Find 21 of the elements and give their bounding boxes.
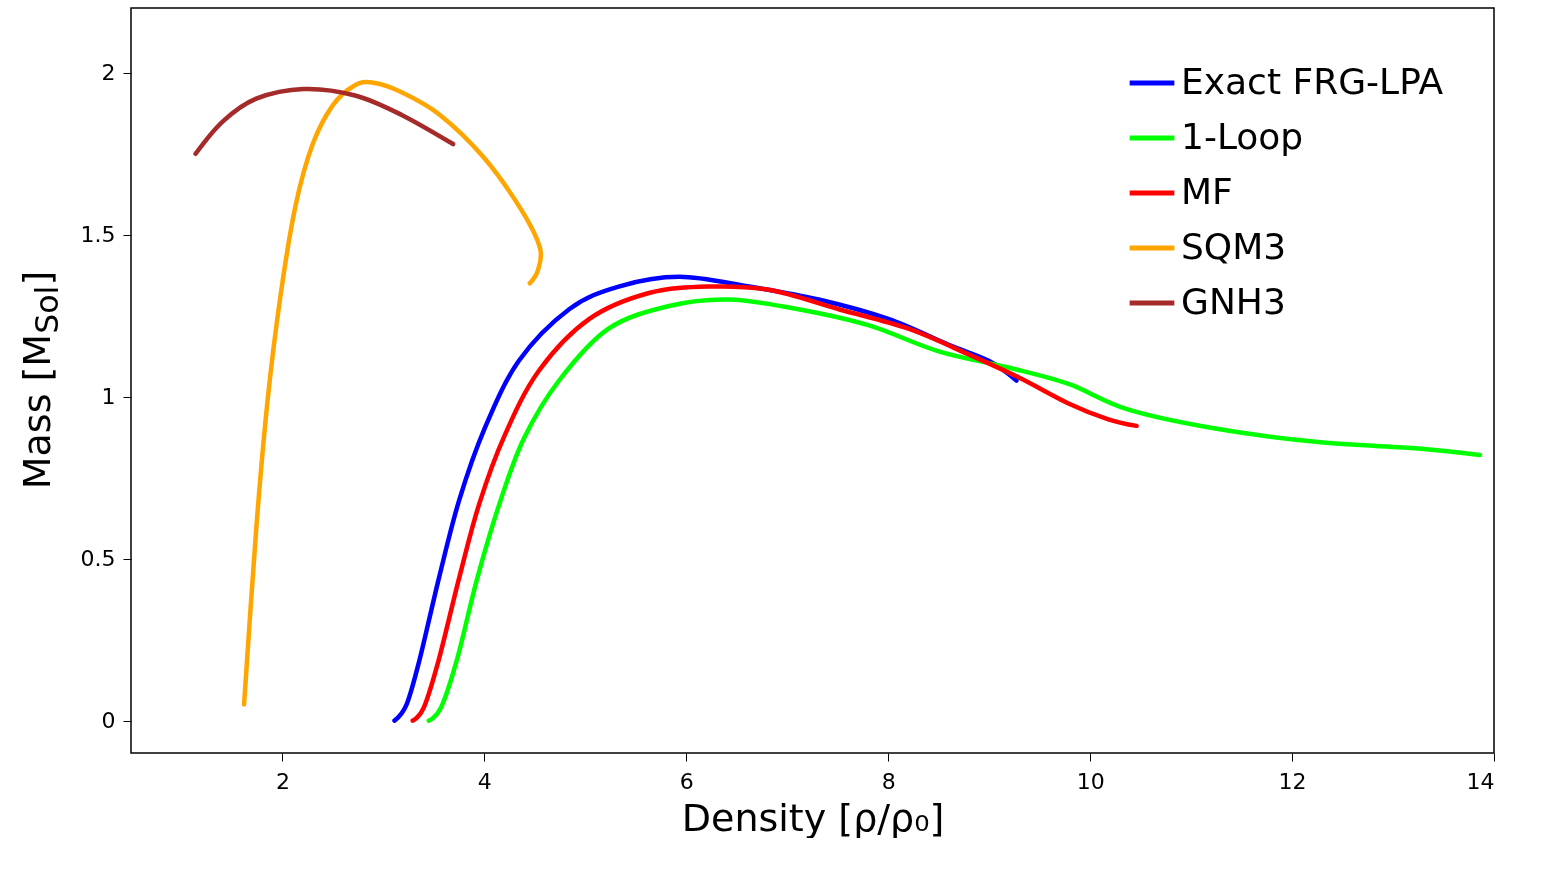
line-series xyxy=(241,79,544,707)
legend-label: SQM3 xyxy=(1181,226,1287,267)
x-tick-label: 6 xyxy=(679,768,694,794)
line-series xyxy=(193,86,456,157)
y-tick-label: 1.5 xyxy=(80,222,116,248)
y-tick-label: 2 xyxy=(101,60,116,86)
x-tick-label: 2 xyxy=(275,768,290,794)
x-tick-label: 10 xyxy=(1076,768,1105,794)
legend-label: Exact FRG-LPA xyxy=(1181,61,1444,102)
x-tick-label: 12 xyxy=(1278,768,1307,794)
x-tick-label: 8 xyxy=(881,768,896,794)
legend-label: 1-Loop xyxy=(1181,116,1304,157)
legend-label: MF xyxy=(1181,171,1233,212)
line-series xyxy=(410,284,1139,723)
y-tick-label: 0.5 xyxy=(80,546,116,572)
legend-label: GNH3 xyxy=(1181,281,1286,322)
x-tick-label: 14 xyxy=(1466,768,1495,794)
y-tick-label: 1 xyxy=(101,384,116,410)
x-axis-title: Density [ρ/ρ₀] xyxy=(681,795,945,840)
y-tick-label: 0 xyxy=(101,708,116,734)
x-tick-label: 4 xyxy=(477,768,492,794)
